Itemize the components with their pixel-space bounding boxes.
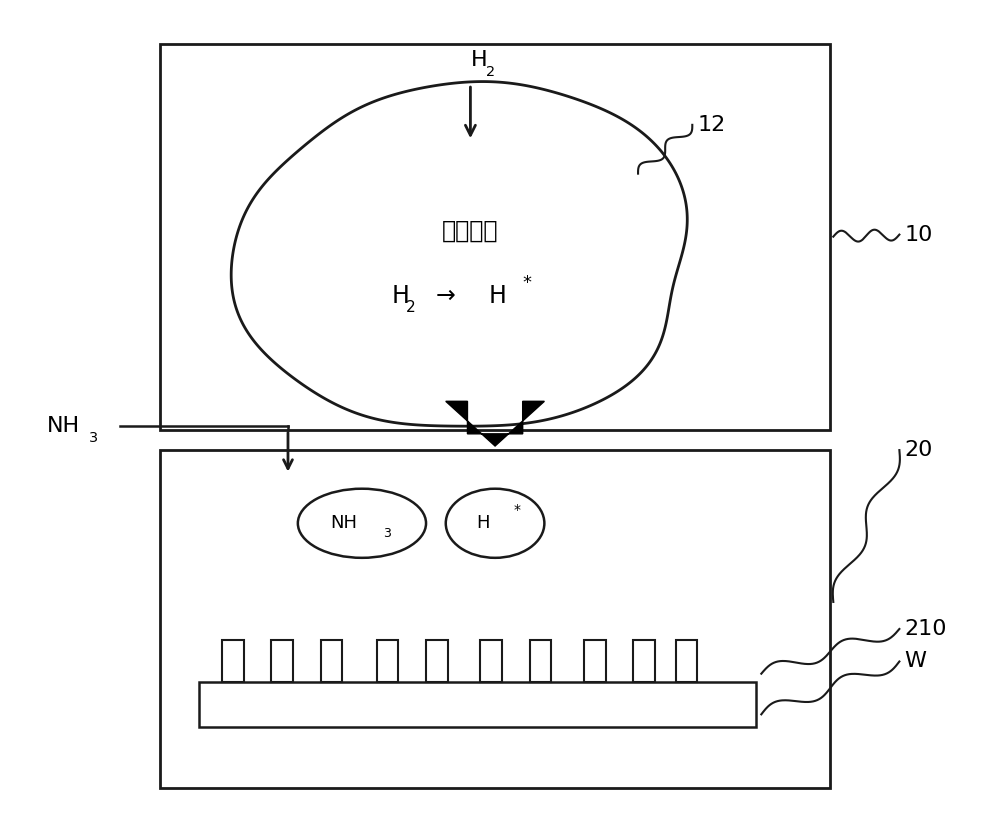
Text: 2: 2 <box>486 65 495 79</box>
Bar <box>584 639 606 681</box>
Text: NH: NH <box>46 416 80 436</box>
Text: *: * <box>523 275 532 293</box>
Polygon shape <box>231 82 687 426</box>
Text: *: * <box>513 504 520 517</box>
Bar <box>633 639 655 681</box>
Ellipse shape <box>446 489 544 558</box>
Text: NH: NH <box>330 514 357 533</box>
Bar <box>321 639 342 681</box>
Bar <box>676 639 697 681</box>
Text: W: W <box>904 652 926 672</box>
Text: 3: 3 <box>383 527 391 539</box>
Bar <box>377 639 398 681</box>
Ellipse shape <box>298 489 426 558</box>
Text: 12: 12 <box>697 115 725 135</box>
Text: H: H <box>488 284 506 308</box>
Bar <box>199 681 756 727</box>
Text: 等离子体: 等离子体 <box>442 218 499 242</box>
Text: H: H <box>470 50 487 69</box>
Bar <box>222 639 244 681</box>
Bar <box>426 639 448 681</box>
Text: →: → <box>436 284 456 308</box>
Text: H: H <box>392 284 409 308</box>
Text: 3: 3 <box>89 431 98 445</box>
Text: 20: 20 <box>904 440 933 460</box>
Text: 2: 2 <box>406 300 416 315</box>
Text: H: H <box>477 514 490 533</box>
Bar <box>160 44 830 430</box>
Polygon shape <box>446 401 544 446</box>
Text: 10: 10 <box>904 225 933 245</box>
Text: 210: 210 <box>904 619 947 639</box>
Bar <box>480 639 502 681</box>
Bar <box>530 639 551 681</box>
Bar <box>160 450 830 787</box>
Bar <box>271 639 293 681</box>
